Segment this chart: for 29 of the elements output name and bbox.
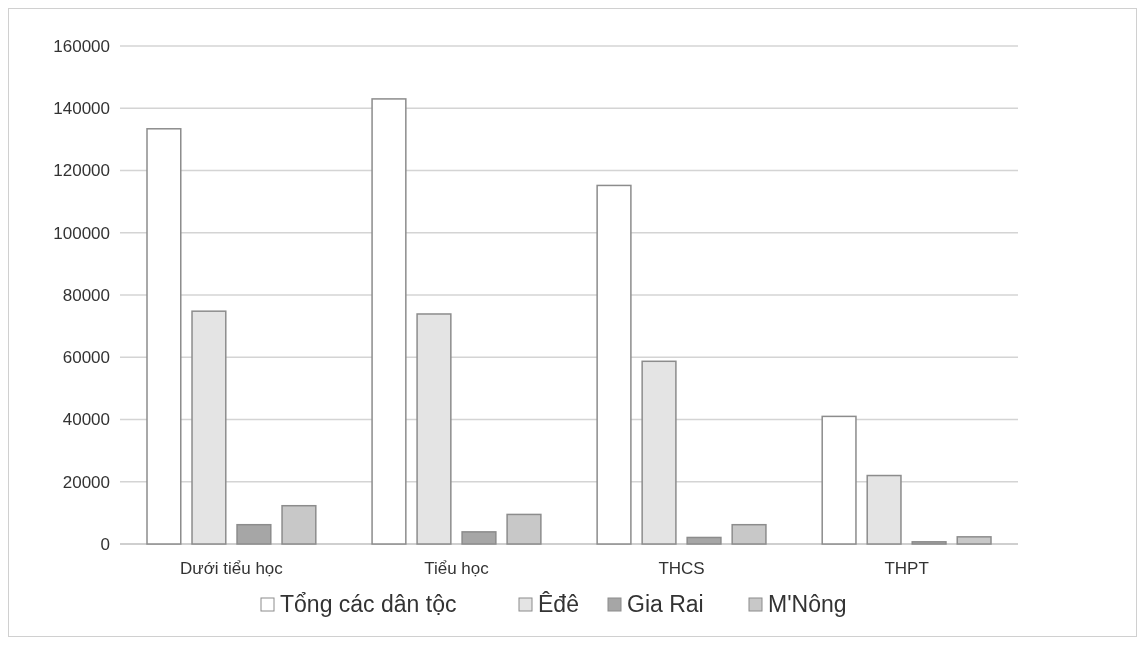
legend-label: Tổng các dân tộc bbox=[280, 591, 457, 618]
y-tick-label: 120000 bbox=[53, 161, 110, 181]
x-tick-label: Tiểu học bbox=[424, 559, 490, 578]
x-tick-label: THPT bbox=[884, 559, 929, 578]
bar bbox=[146, 128, 182, 545]
bar bbox=[236, 523, 272, 545]
y-tick-label: 80000 bbox=[62, 285, 110, 305]
y-tick-label: 100000 bbox=[53, 223, 110, 243]
y-tick-label: 40000 bbox=[62, 410, 110, 430]
y-tick-label: 20000 bbox=[62, 472, 110, 492]
bar bbox=[686, 536, 722, 545]
bar bbox=[596, 184, 632, 545]
x-tick-label: Dưới tiểu học bbox=[179, 559, 284, 578]
bar bbox=[911, 541, 947, 545]
legend-label: M'Nông bbox=[768, 591, 847, 618]
legend-label: Êđê bbox=[538, 591, 579, 618]
bar bbox=[416, 313, 452, 545]
legend-label: Gia Rai bbox=[627, 591, 704, 618]
y-tick-label: 60000 bbox=[62, 348, 110, 368]
bar bbox=[821, 415, 857, 545]
bar bbox=[371, 98, 407, 545]
bar bbox=[641, 360, 677, 545]
bar bbox=[191, 310, 227, 545]
y-tick-label: 160000 bbox=[53, 36, 110, 56]
y-tick-label: 0 bbox=[100, 534, 110, 554]
y-tick-label: 140000 bbox=[53, 99, 110, 119]
x-tick-label: THCS bbox=[658, 559, 705, 578]
bar bbox=[461, 531, 497, 545]
bar bbox=[866, 474, 902, 545]
